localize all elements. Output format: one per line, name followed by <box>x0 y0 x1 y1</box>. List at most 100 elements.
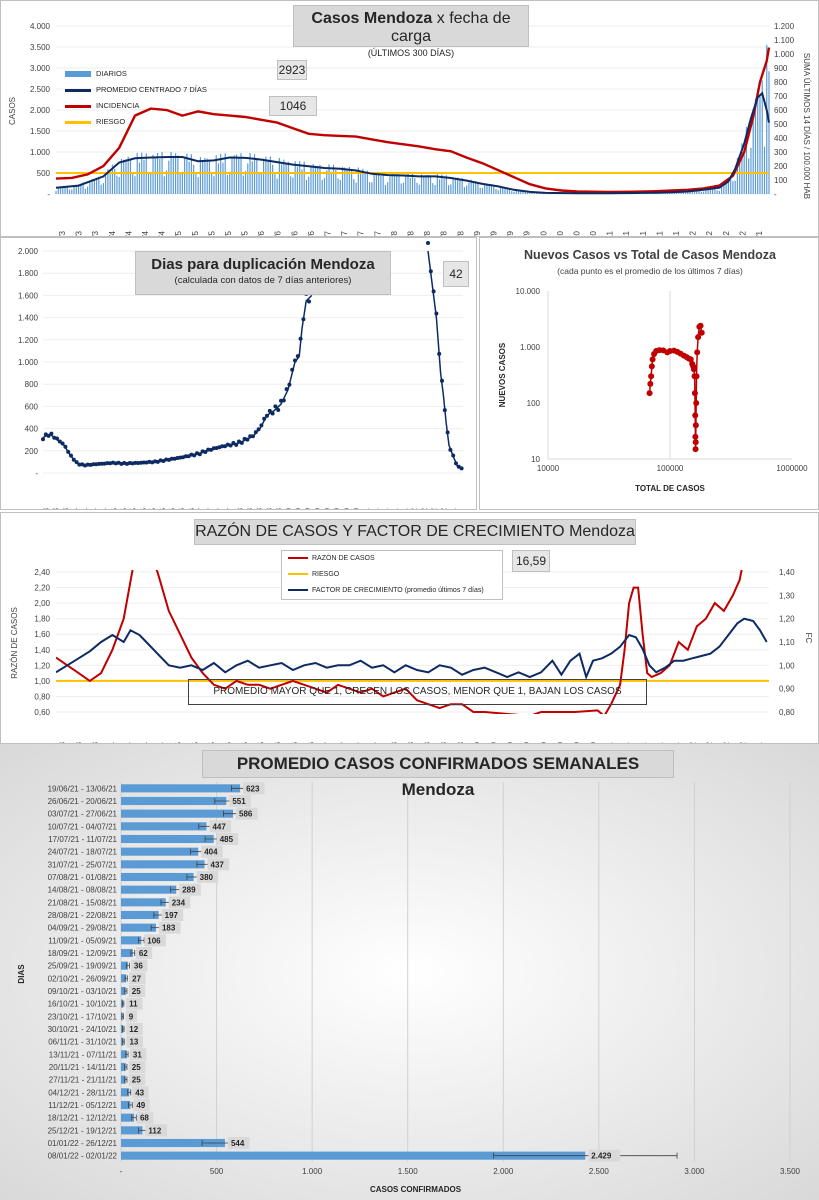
casos-chart-title-suffix: x fecha de carga <box>390 10 511 45</box>
casos-x-tick: 23/8 <box>440 230 449 237</box>
razon-x-tick: 29/11 <box>672 741 681 744</box>
razon-x-tick: 26/4 <box>158 741 167 744</box>
dup-x-tick: 3/1 <box>449 507 458 510</box>
casos-chart-panel: - 500 1.000 1.500 2.000 2.500 3.000 3.500 4.000 -… <box>0 0 819 237</box>
diarios-bar <box>154 156 156 194</box>
diarios-bar <box>256 159 258 194</box>
semanales-bar <box>121 961 128 970</box>
diarios-bar <box>308 176 310 194</box>
diarios-bar <box>411 173 414 194</box>
semanales-bar <box>121 1151 586 1160</box>
semanales-bar <box>121 1075 126 1084</box>
diarios-bar <box>120 158 123 194</box>
diarios-bar <box>102 183 104 194</box>
diarios-bar <box>165 170 168 194</box>
semanales-category-label: 25/12/21 - 19/12/21 <box>48 1126 118 1135</box>
casos-y2-tick: 900 <box>774 64 788 73</box>
diarios-bar <box>393 175 396 194</box>
casos-x-tick: 13/12 <box>705 230 714 237</box>
duplicacion-point <box>454 461 458 466</box>
diarios-bar <box>208 159 211 194</box>
casos-y2-tick: 500 <box>774 120 788 129</box>
diarios-bar <box>114 168 116 194</box>
casos-x-tick: 4/10 <box>539 230 548 237</box>
razon-y2-tick: 1,20 <box>779 615 795 624</box>
diarios-bar <box>689 191 691 194</box>
razon-x-tick: 15/3 <box>58 741 67 744</box>
diarios-bar <box>696 190 698 194</box>
duplicacion-point <box>267 408 272 413</box>
casos-y-tick: 2.500 <box>30 85 51 94</box>
diarios-bar <box>423 175 425 194</box>
diarios-bar <box>468 182 470 194</box>
dup-x-tick: 9/8 <box>246 507 255 510</box>
casos-x-tick: 10/5 <box>191 230 200 237</box>
casos-x-tick: 11/10 <box>556 230 565 237</box>
diarios-bar <box>472 182 475 194</box>
casos-x-tick: 30/8 <box>456 230 465 237</box>
semanales-value-label: 13 <box>129 1038 138 1047</box>
diarios-bar <box>407 173 409 194</box>
semanales-bar <box>121 834 214 844</box>
diarios-bar <box>199 157 202 194</box>
diarios-bar <box>730 176 732 194</box>
casos-y-tick: 500 <box>37 169 51 178</box>
duplicacion-point <box>46 433 51 438</box>
scatter-point <box>690 366 697 373</box>
diarios-bar <box>80 185 82 194</box>
dup-x-tick: 20/9 <box>304 507 313 510</box>
diarios-bar <box>378 171 380 194</box>
duplicacion-point <box>451 453 456 458</box>
diarios-bar <box>107 169 109 194</box>
semanales-category-label: 24/07/21 - 18/07/21 <box>48 848 118 857</box>
diarios-bar <box>147 173 150 194</box>
semanales-category-label: 01/01/22 - 26/12/21 <box>48 1139 118 1148</box>
razon-y2-tick: 1,00 <box>779 661 795 670</box>
semanales-bar <box>121 1113 134 1122</box>
nuevos-subtitle: (cada punto es el promedio de los último… <box>557 266 743 276</box>
dup-x-tick: 5/4 <box>71 507 80 510</box>
diarios-bar <box>75 186 77 194</box>
dup-y-tick: 1.000 <box>18 358 39 367</box>
diarios-bar <box>86 186 89 194</box>
diarios-bar <box>274 173 276 194</box>
diarios-bar <box>125 159 127 194</box>
casos-y2-tick: 700 <box>774 92 788 101</box>
diarios-bar <box>362 168 364 194</box>
razon-note: PROMEDIO MAYOR QUE 1, CRECEN LOS CASOS, … <box>188 679 647 705</box>
semanales-value-box <box>129 1048 147 1061</box>
diarios-bar <box>202 160 204 194</box>
diarios-bar <box>314 165 317 194</box>
razon-x-tick: 19/7 <box>357 741 366 744</box>
diarios-bar <box>766 44 768 195</box>
duplicacion-point <box>426 240 430 245</box>
casos-x-tick: 22/11 <box>655 230 664 237</box>
duplicacion-point <box>239 440 244 445</box>
diarios-bar <box>188 161 190 194</box>
casos-x-tick: 20/9 <box>506 230 515 237</box>
razon-y2-label: FC <box>804 633 813 644</box>
dup-x-tick: 6/12 <box>410 507 419 510</box>
diarios-bar <box>91 179 93 194</box>
razon-x-tick: 10/5 <box>191 741 200 744</box>
casos-y2-tick: 300 <box>774 148 788 157</box>
casos-x-tick: 20/12 <box>722 230 731 237</box>
semanales-value-label: 25 <box>132 1076 141 1085</box>
duplicacion-point <box>69 453 73 458</box>
dup-y-tick: 600 <box>25 402 39 411</box>
diarios-bar <box>396 173 398 194</box>
semanales-bar <box>121 923 156 932</box>
semanales-category-label: 30/10/21 - 24/10/21 <box>48 1025 118 1034</box>
diarios-bar <box>222 162 224 194</box>
semanales-category-label: 02/10/21 - 26/09/21 <box>48 974 118 983</box>
semanales-category-label: 06/11/21 - 31/10/21 <box>48 1038 117 1047</box>
dup-x-tick: 16/8 <box>255 507 264 510</box>
diarios-bar <box>348 166 350 194</box>
duplicacion-point <box>295 354 300 359</box>
semanales-x-tick: 1.000 <box>302 1167 323 1176</box>
duplicacion-point <box>60 441 65 446</box>
duplicacion-title: Dias para duplicación Mendoza <box>151 256 375 273</box>
duplicacion-title-box: Dias para duplicación Mendoza (calculada… <box>135 251 391 295</box>
diarios-bar <box>242 175 244 194</box>
diarios-bar <box>425 175 427 194</box>
